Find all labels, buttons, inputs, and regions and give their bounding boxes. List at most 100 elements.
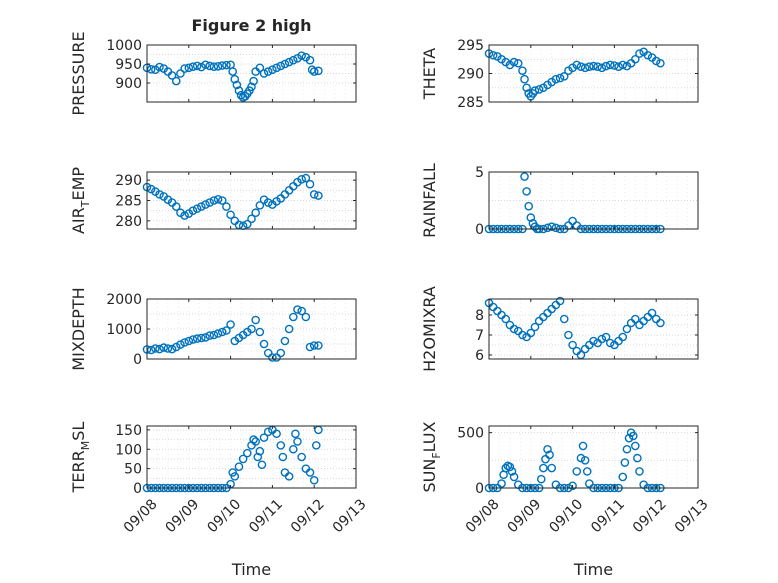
data-point <box>284 472 294 481</box>
data-point <box>597 63 607 73</box>
data-point <box>226 210 235 220</box>
data-point <box>297 51 306 60</box>
data-point <box>268 353 277 362</box>
data-point <box>222 326 231 335</box>
data-point <box>209 196 219 205</box>
data-point <box>167 71 177 80</box>
data-point <box>222 60 231 70</box>
data-point <box>251 437 260 446</box>
data-point <box>301 173 311 183</box>
data-point <box>272 429 281 439</box>
y-tick-label: 150 <box>115 423 142 439</box>
data-point <box>639 316 648 326</box>
data-point <box>280 190 290 199</box>
y-tick-label: 100 <box>115 442 142 458</box>
data-point <box>293 305 302 314</box>
data-point <box>146 184 156 194</box>
data-point <box>247 82 256 92</box>
y-axis-label: THETA <box>420 48 439 100</box>
figure-title: Figure 2 high <box>192 16 312 35</box>
data-point <box>543 223 552 233</box>
axes-air-temp: 280 285 290 AIRTEMP <box>69 167 357 234</box>
y-tick-label: 0 <box>133 352 142 368</box>
x-tick-label: 09/13 <box>672 496 712 536</box>
data-point <box>568 340 577 350</box>
x-tick-label: 09/08 <box>463 496 503 536</box>
data-point <box>278 452 288 462</box>
data-point <box>520 74 529 84</box>
data-point <box>276 348 286 358</box>
data-point <box>288 55 298 65</box>
x-tick-label: 09/13 <box>330 496 370 536</box>
data-point <box>268 65 277 74</box>
data-point <box>217 196 227 205</box>
axes-h2omixra: 6 7 8 H2OMIXRA <box>420 286 699 372</box>
data-point <box>171 76 181 86</box>
y-axis-label-text: H2OMIXRA <box>420 286 439 372</box>
data-point <box>572 346 582 356</box>
data-point <box>513 58 523 68</box>
data-point <box>230 472 240 481</box>
y-tick-label: 290 <box>115 173 142 189</box>
x-axis-label: Time <box>573 560 613 579</box>
axes-frame <box>488 298 699 360</box>
data-point <box>284 324 294 334</box>
data-point <box>589 61 598 71</box>
data-point <box>624 433 634 443</box>
data-point <box>309 67 319 76</box>
x-tick-label: 09/09 <box>505 496 545 536</box>
data-point <box>488 50 498 60</box>
data-point <box>314 66 323 76</box>
data-point <box>618 472 628 482</box>
data-point <box>184 336 194 346</box>
data-point <box>307 65 317 74</box>
series-markers-terr-msl <box>142 425 323 493</box>
axes-frame <box>488 425 699 489</box>
data-point <box>188 206 198 215</box>
data-point <box>610 61 619 70</box>
data-point <box>255 63 265 73</box>
data-point <box>530 222 540 232</box>
data-point <box>201 60 210 70</box>
data-point <box>618 60 628 70</box>
axes-frame <box>146 425 357 489</box>
data-point <box>576 453 586 463</box>
data-point <box>530 322 540 332</box>
data-point <box>559 314 569 324</box>
data-point <box>297 175 306 184</box>
series-markers-air-temp <box>142 173 323 231</box>
data-point <box>656 58 665 68</box>
data-point <box>276 441 286 450</box>
series-markers-theta <box>484 47 665 101</box>
data-point <box>605 338 615 348</box>
data-point <box>551 223 561 233</box>
y-axis-label-text: AIR <box>69 207 88 234</box>
data-point <box>197 202 206 211</box>
y-axis-label: RAINFALL <box>420 163 439 238</box>
data-point <box>518 66 527 75</box>
data-point <box>522 187 531 196</box>
data-point <box>305 342 315 352</box>
x-tick-label: 09/09 <box>163 496 203 536</box>
data-point <box>534 316 544 326</box>
y-tick-label: 280 <box>115 214 142 230</box>
data-point <box>209 62 219 71</box>
y-tick-label: 295 <box>457 38 484 54</box>
data-point <box>631 54 640 64</box>
data-point <box>259 69 269 78</box>
data-point <box>284 57 294 67</box>
data-point <box>543 308 552 318</box>
data-point <box>192 61 202 71</box>
data-point <box>259 433 269 442</box>
data-point <box>226 320 235 329</box>
axes-pressure: 900 950 1000 PRESSURE Figure 2 high <box>69 16 357 116</box>
data-point <box>622 444 632 454</box>
data-point <box>228 67 237 76</box>
y-axis-label: H2OMIXRA <box>420 286 439 372</box>
data-point <box>259 339 269 349</box>
data-point <box>151 344 160 353</box>
y-tick-label: 900 <box>115 76 142 92</box>
data-point <box>305 55 315 65</box>
x-tick-label: 09/10 <box>546 496 586 536</box>
y-tick-label: 0 <box>475 481 484 497</box>
